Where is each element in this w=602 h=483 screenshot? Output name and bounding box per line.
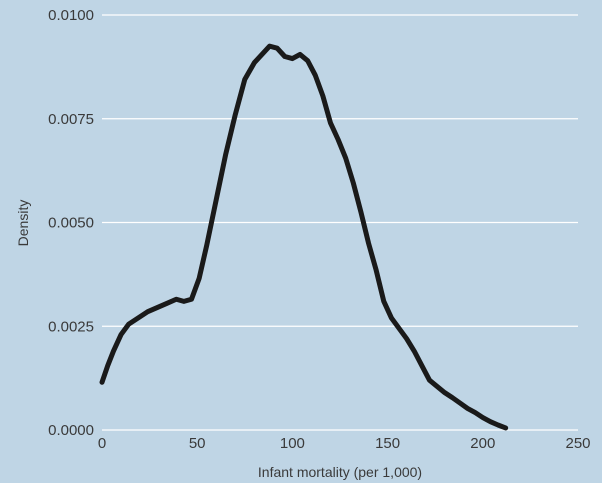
y-axis-title: Density xyxy=(15,200,31,247)
x-tick-label: 250 xyxy=(565,435,590,452)
density-line xyxy=(99,43,509,431)
x-tick-label: 200 xyxy=(470,435,495,452)
y-tick-label: 0.0075 xyxy=(48,111,94,128)
y-axis-tick-labels: 0.0000 0.0025 0.0050 0.0075 0.0100 xyxy=(48,7,94,439)
y-tick-label: 0.0000 xyxy=(48,422,94,439)
y-tick-label: 0.0050 xyxy=(48,215,94,232)
x-axis-tick-labels: 0 50 100 150 200 250 xyxy=(98,435,591,452)
x-tick-label: 50 xyxy=(189,435,206,452)
x-tick-label: 0 xyxy=(98,435,106,452)
x-axis-title: Infant mortality (per 1,000) xyxy=(258,464,422,480)
x-tick-label: 150 xyxy=(375,435,400,452)
y-tick-label: 0.0100 xyxy=(48,7,94,24)
grid-lines xyxy=(102,14,578,431)
x-tick-label: 100 xyxy=(280,435,305,452)
y-tick-label: 0.0025 xyxy=(48,318,94,335)
